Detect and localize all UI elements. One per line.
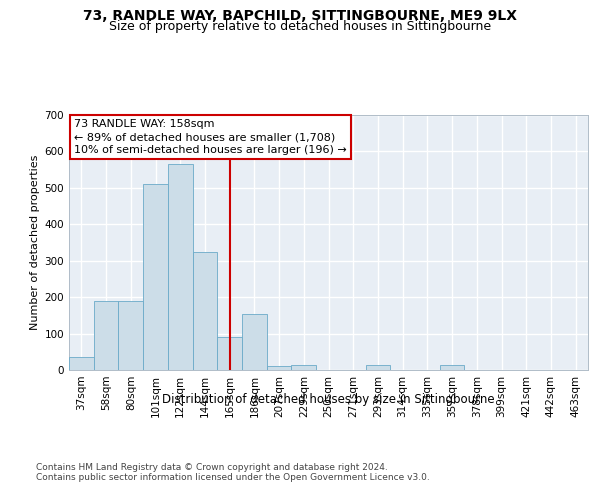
Text: Contains HM Land Registry data © Crown copyright and database right 2024.
Contai: Contains HM Land Registry data © Crown c… [36,462,430,482]
Bar [193,252,217,370]
Bar [118,301,143,370]
Bar [440,365,464,370]
Bar [94,301,118,370]
Bar [143,184,168,370]
Text: 73 RANDLE WAY: 158sqm
← 89% of detached houses are smaller (1,708)
10% of semi-d: 73 RANDLE WAY: 158sqm ← 89% of detached … [74,119,347,155]
Bar [168,164,193,370]
Bar [69,357,94,370]
Y-axis label: Number of detached properties: Number of detached properties [31,155,40,330]
Bar [242,314,267,370]
Text: Size of property relative to detached houses in Sittingbourne: Size of property relative to detached ho… [109,20,491,33]
Bar [267,366,292,370]
Text: Distribution of detached houses by size in Sittingbourne: Distribution of detached houses by size … [163,392,495,406]
Bar [365,365,390,370]
Bar [217,337,242,370]
Text: 73, RANDLE WAY, BAPCHILD, SITTINGBOURNE, ME9 9LX: 73, RANDLE WAY, BAPCHILD, SITTINGBOURNE,… [83,9,517,23]
Bar [292,365,316,370]
